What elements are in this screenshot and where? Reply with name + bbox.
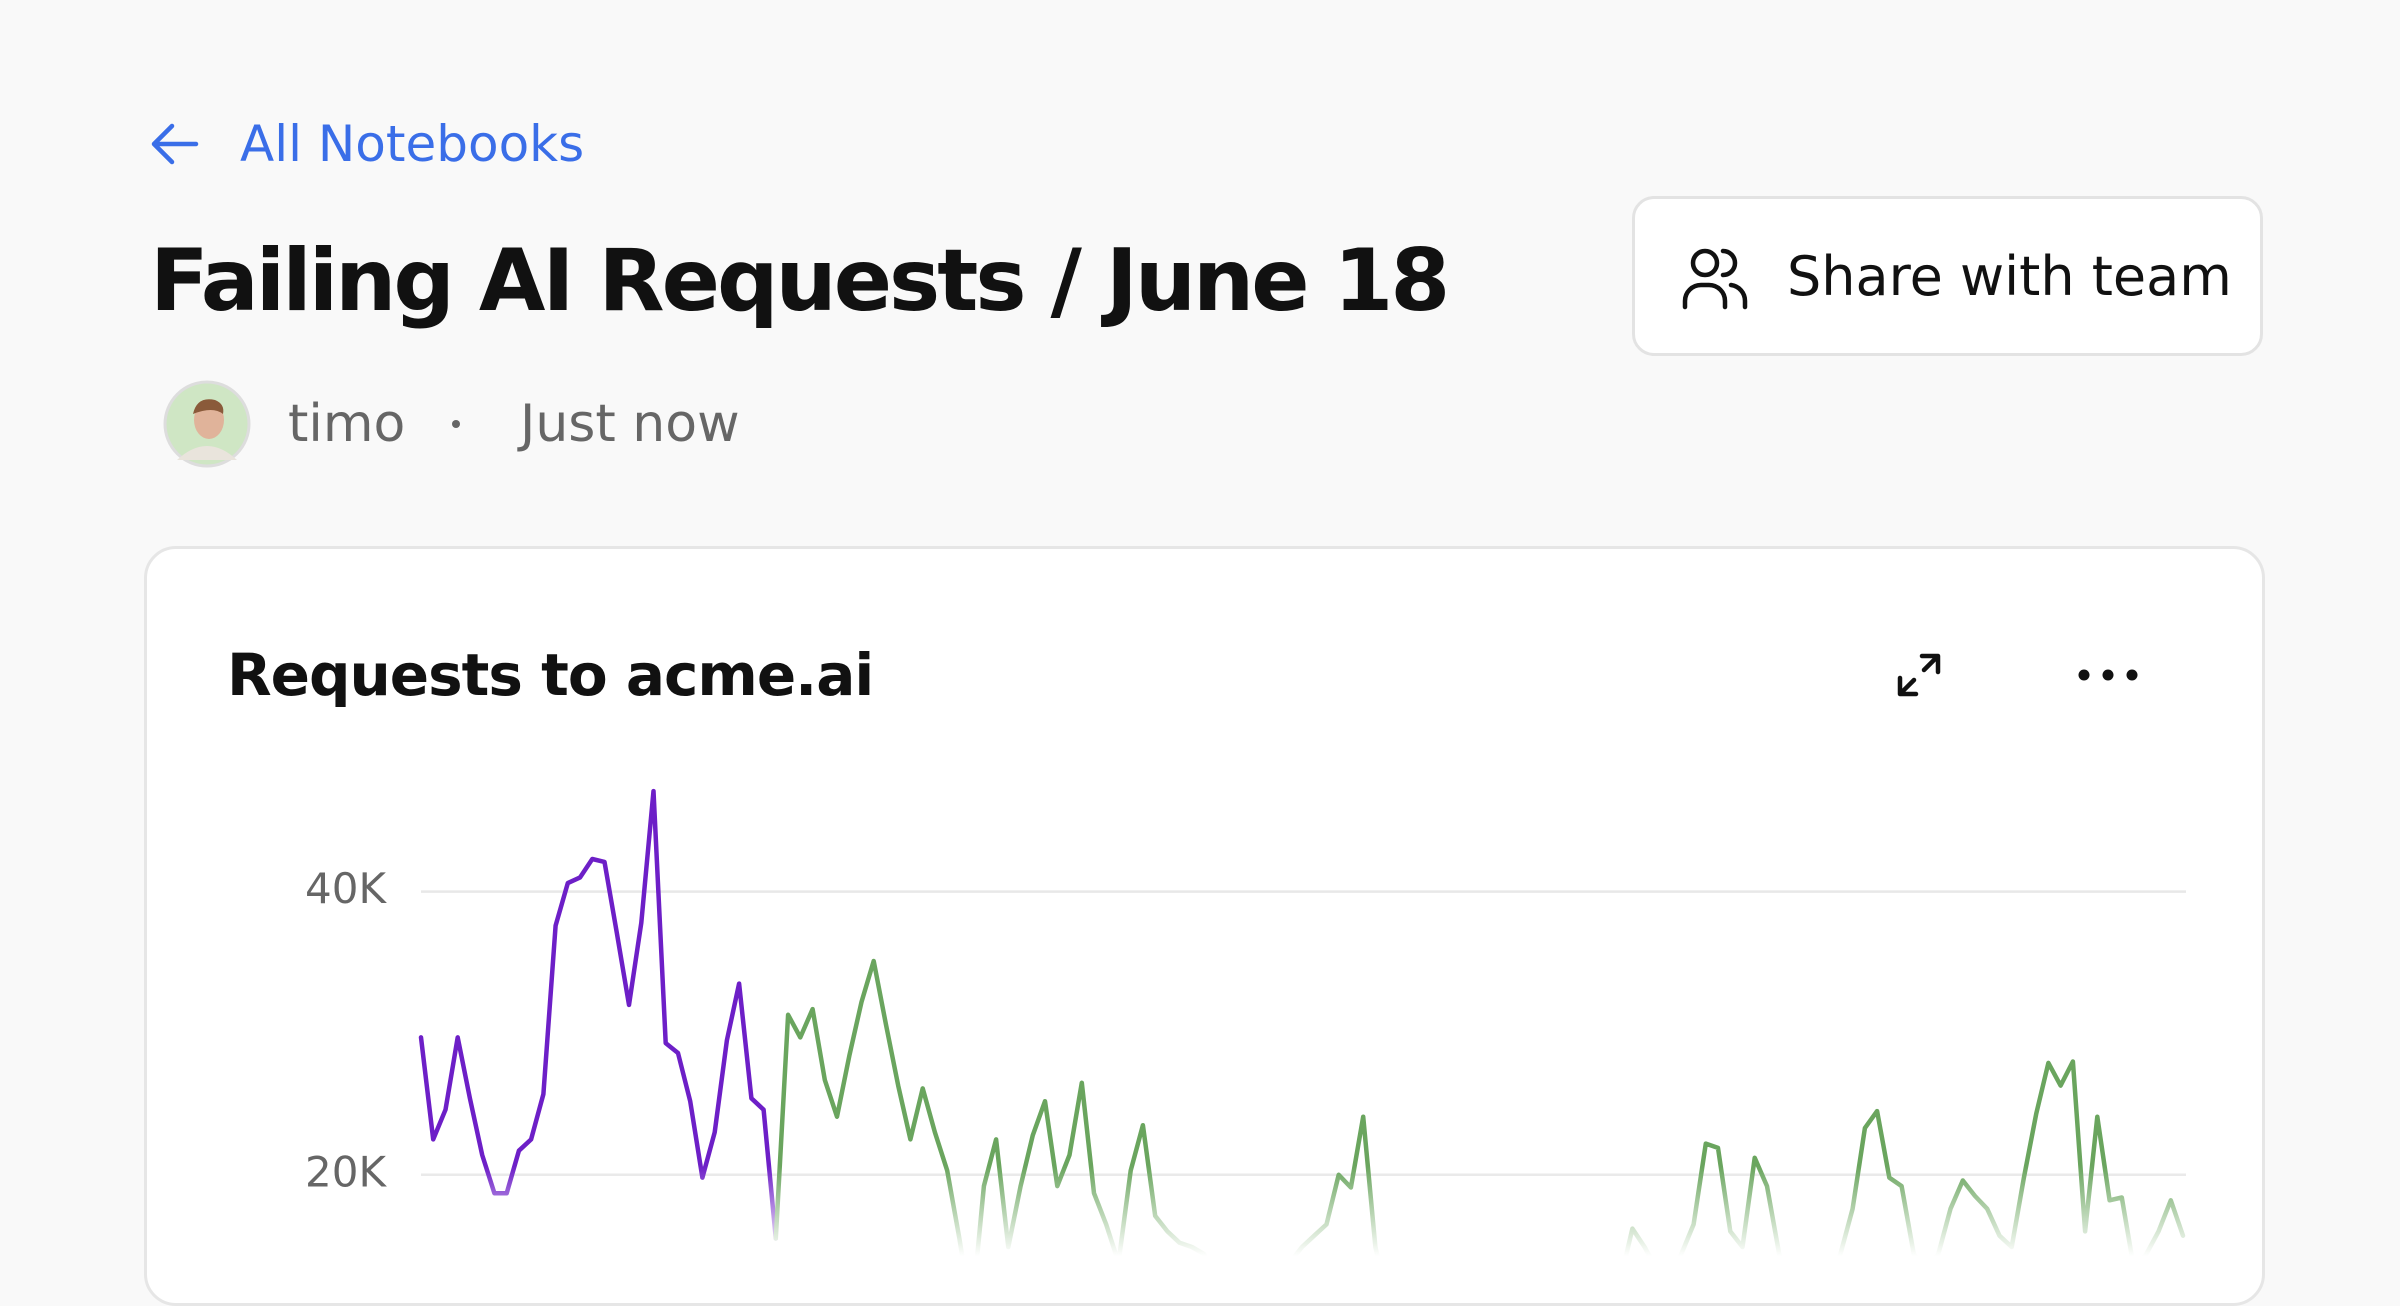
share-button[interactable]: Share with team bbox=[1632, 196, 2263, 356]
series-line bbox=[773, 958, 2186, 1256]
back-arrow[interactable] bbox=[150, 120, 200, 168]
series-line bbox=[418, 788, 779, 1241]
plot-area bbox=[418, 788, 2186, 1256]
timestamp: Just now bbox=[520, 394, 740, 454]
people-icon bbox=[1682, 248, 1748, 310]
y-tick-label: 40K bbox=[305, 864, 387, 913]
back-link[interactable]: All Notebooks bbox=[240, 115, 585, 173]
y-tick-label: 20K bbox=[305, 1147, 387, 1196]
share-label[interactable]: Share with team bbox=[1787, 245, 2232, 308]
page: All Notebooks Failing AI Requests / June… bbox=[144, 115, 2265, 1306]
author: timo bbox=[288, 394, 406, 454]
expand-icon[interactable] bbox=[1896, 652, 1942, 698]
avatar bbox=[163, 380, 251, 468]
chart: 20K 40K bbox=[305, 788, 2186, 1256]
chart-card bbox=[144, 546, 2265, 1306]
card-title: Requests to acme.ai bbox=[227, 641, 874, 709]
page-title: Failing AI Requests / June 18 bbox=[150, 231, 1450, 331]
more-menu[interactable] bbox=[2076, 664, 2140, 686]
separator-dot bbox=[452, 420, 460, 428]
